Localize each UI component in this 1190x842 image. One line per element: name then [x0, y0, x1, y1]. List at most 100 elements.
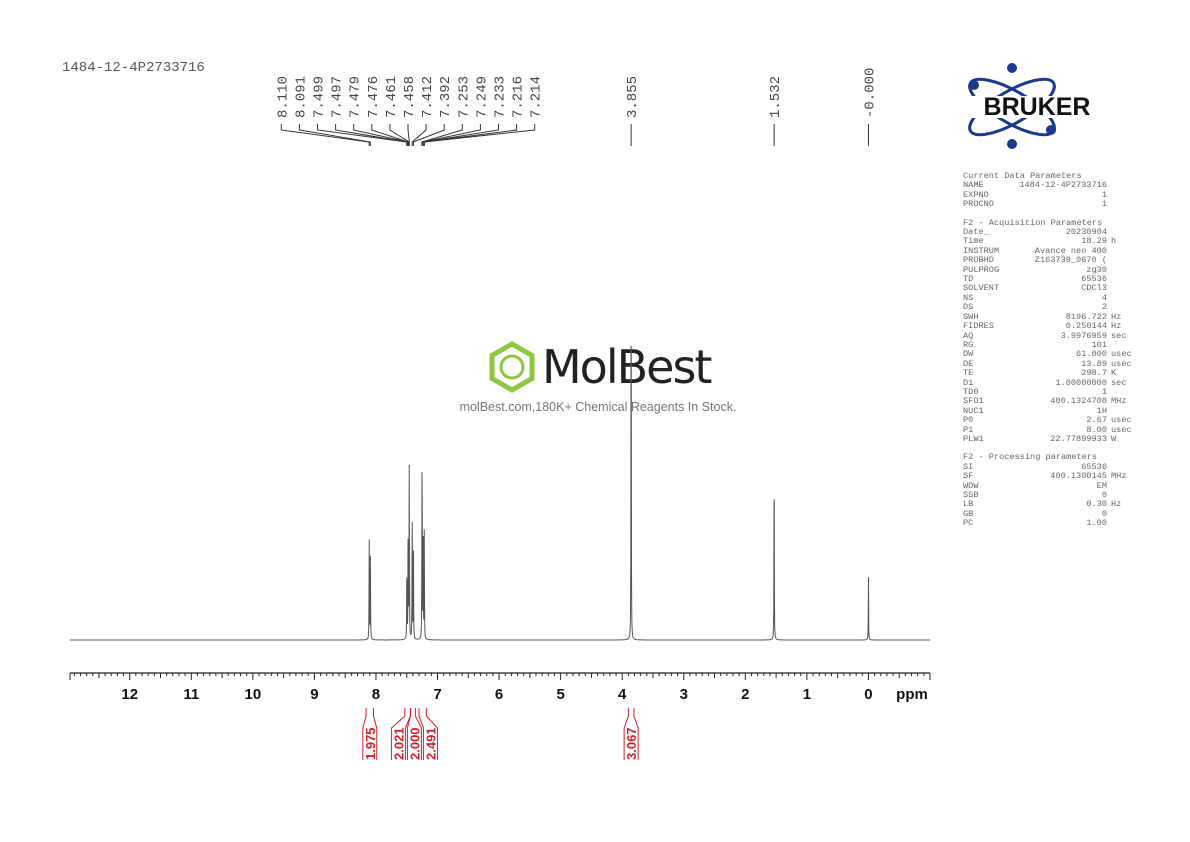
- integral-bracket: [406, 708, 422, 760]
- parameter-unit: MHz: [1111, 471, 1127, 482]
- peak-label: 3.855: [625, 76, 641, 118]
- parameter-value: 1.00: [1086, 518, 1107, 529]
- parameter-name: NS: [963, 292, 974, 303]
- peak-label-leader: [407, 124, 410, 146]
- parameter-name: PC: [963, 518, 974, 529]
- watermark-tagline: molBest.com,180K+ Chemical Reagents In S…: [459, 400, 737, 414]
- parameter-value: 18.29: [1081, 236, 1107, 247]
- peak-label: 7.392: [438, 76, 454, 118]
- parameters-heading: Current Data Parameters: [963, 171, 1082, 181]
- parameter-name: WDW: [963, 480, 979, 491]
- parameter-name: TD: [963, 274, 974, 285]
- parameter-unit: Hz: [1111, 499, 1122, 510]
- peak-label: 7.458: [402, 76, 418, 118]
- parameter-value: 1.00000000: [1055, 377, 1107, 388]
- parameter-row: NS 4: [963, 292, 1135, 303]
- parameter-row: INSTRUM Avance neo 400: [963, 245, 1135, 256]
- parameter-row: SI 65536: [963, 461, 1135, 472]
- parameter-name: DW: [963, 349, 974, 360]
- parameter-unit: usec: [1111, 415, 1132, 426]
- peak-label-leader: [422, 124, 499, 146]
- x-tick-label: 3: [680, 686, 688, 703]
- parameter-unit: Hz: [1111, 321, 1122, 332]
- peak-label: 7.479: [348, 76, 364, 118]
- parameter-name: DS: [963, 302, 974, 313]
- parameter-name: RG: [963, 339, 974, 350]
- parameter-value: 1: [1101, 386, 1107, 397]
- parameter-name: PROCNO: [963, 199, 994, 210]
- parameter-name: INSTRUM: [963, 245, 1000, 256]
- parameter-row: SWH 8196.722 Hz: [963, 311, 1135, 322]
- parameter-name: SWH: [963, 311, 979, 322]
- parameter-row: FIDRES 0.250144 Hz: [963, 321, 1135, 332]
- parameter-row: NUC1 1H: [963, 405, 1135, 416]
- parameter-name: SFO1: [963, 396, 984, 407]
- x-tick-label: 7: [433, 686, 441, 703]
- parameter-value: 298.7: [1081, 368, 1107, 379]
- parameter-value: 1484-12-4P2733716: [1019, 180, 1107, 191]
- parameter-row: TD0 1: [963, 386, 1135, 397]
- x-tick-label: 11: [183, 686, 199, 703]
- peak-label-leader: [423, 124, 536, 146]
- x-tick-label: 10: [244, 686, 261, 703]
- parameter-row: EXPNO 1: [963, 190, 1135, 200]
- parameter-name: TE: [963, 368, 974, 379]
- peak-label-leader: [335, 124, 408, 146]
- parameter-value: CDCl3: [1081, 283, 1107, 294]
- parameter-row: AQ 3.9976959 sec: [963, 330, 1135, 341]
- x-tick-label: 1: [803, 686, 811, 703]
- integral-value: 3.067: [624, 727, 639, 760]
- parameter-row: D1 1.00000000 sec: [963, 377, 1135, 388]
- integral-value: 2.491: [423, 727, 438, 760]
- integral-bracket: [362, 708, 378, 760]
- parameter-value: 61.000: [1076, 349, 1107, 360]
- parameter-value: 22.77899933: [1050, 433, 1107, 444]
- parameter-name: NUC1: [963, 405, 984, 416]
- parameter-row: Time 18.29 h: [963, 236, 1135, 247]
- peak-label-leader: [421, 124, 481, 146]
- parameter-unit: Hz: [1111, 311, 1122, 322]
- parameter-name: SSB: [963, 490, 979, 500]
- parameter-name: FIDRES: [963, 321, 994, 332]
- peak-label: 7.476: [366, 76, 382, 118]
- parameter-row: RG 101: [963, 339, 1135, 350]
- peak-label-leader: [411, 124, 427, 146]
- spectrum-title: 1484-12-4P2733716: [62, 60, 205, 76]
- parameter-value: 0: [1101, 508, 1107, 519]
- parameter-name: Time: [963, 236, 984, 247]
- integral-value: 2.021: [391, 727, 406, 760]
- parameter-value: 0.250144: [1065, 321, 1107, 332]
- watermark-brand: MolBest: [541, 340, 712, 394]
- parameter-name: SF: [963, 471, 974, 482]
- parameter-name: Date_: [963, 227, 989, 238]
- parameter-row: DW 61.000 usec: [963, 349, 1135, 360]
- parameter-value: 65536: [1081, 461, 1107, 472]
- bruker-logo: BRUKER: [957, 63, 1117, 149]
- parameter-value: 0: [1101, 490, 1107, 500]
- parameter-value: 13.89: [1081, 358, 1107, 369]
- parameter-unit: K: [1111, 368, 1117, 379]
- parameter-name: LB: [963, 499, 974, 510]
- peak-label: 7.499: [312, 76, 328, 118]
- parameter-value: 2: [1101, 302, 1107, 313]
- parameter-value: Z163739_0670 (: [1034, 255, 1107, 266]
- parameter-row: PROCNO 1: [963, 199, 1135, 210]
- peak-label-leader: [371, 124, 409, 146]
- parameter-row: SF 400.1300145 MHz: [963, 471, 1135, 482]
- parameters-heading: F2 - Processing parameters: [963, 452, 1098, 463]
- peak-label: 7.412: [420, 76, 436, 118]
- molbest-watermark: MolBest molBest.com,180K+ Chemical Reage…: [448, 340, 748, 414]
- parameter-name: TD0: [963, 386, 979, 397]
- integral-value: 1.975: [363, 727, 378, 760]
- parameter-value: 400.1324708: [1050, 396, 1107, 407]
- peak-label: 7.233: [493, 76, 509, 118]
- parameter-name: PLW1: [963, 433, 984, 444]
- parameter-row: P0 2.67 usec: [963, 415, 1135, 426]
- parameter-row: SFO1 400.1324708 MHz: [963, 396, 1135, 407]
- parameter-value: 3.9976959: [1060, 330, 1107, 341]
- parameter-name: D1: [963, 377, 974, 388]
- x-tick-label: 12: [121, 686, 138, 703]
- parameters-heading: F2 - Acquisition Parameters: [963, 217, 1103, 228]
- parameter-row: PULPROG zg30: [963, 265, 1135, 275]
